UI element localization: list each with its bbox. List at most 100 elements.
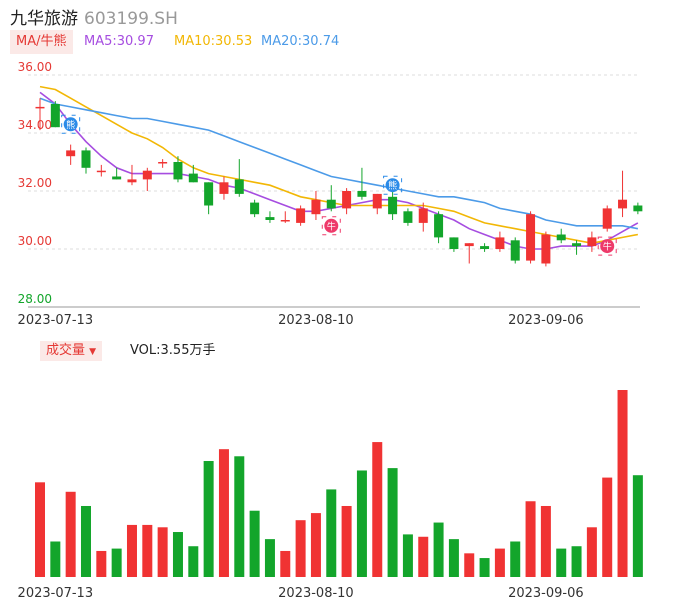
- volume-bar: [326, 489, 337, 577]
- candle-body: [434, 214, 444, 238]
- candle-body: [112, 176, 122, 180]
- volume-bar: [234, 456, 245, 577]
- volume-bar: [280, 550, 291, 577]
- volume-legend: 成交量 ▼ VOL:3.55万手: [0, 341, 686, 361]
- volume-bar: [479, 558, 490, 577]
- ma-line-ma20: [39, 97, 639, 230]
- ma5-label: MA5:30.97: [84, 34, 154, 49]
- volume-bar: [142, 524, 153, 577]
- volume-bar: [586, 527, 597, 577]
- candle-body: [449, 237, 459, 249]
- volume-toggle-button[interactable]: 成交量 ▼: [40, 341, 103, 361]
- x-tick-label: 2023-07-13: [18, 313, 94, 328]
- volume-bar: [525, 501, 536, 577]
- volume-bar: [188, 546, 199, 577]
- bull-marker-icon[interactable]: 牛: [597, 236, 617, 256]
- volume-bar: [126, 524, 137, 577]
- volume-bar: [172, 532, 183, 577]
- ma-line-ma10: [39, 85, 639, 245]
- svg-text:熊: 熊: [66, 119, 75, 131]
- candle-body: [602, 208, 612, 229]
- candle-body: [556, 234, 566, 241]
- volume-value-label: VOL:3.55万手: [130, 343, 216, 358]
- candle-body: [510, 240, 520, 261]
- ma10-label: MA10:30.53: [174, 34, 253, 49]
- ma20-label: MA20:30.74: [261, 34, 340, 49]
- volume-bar: [157, 527, 168, 577]
- volume-bar: [65, 491, 76, 577]
- candle-body: [464, 243, 474, 247]
- volume-bar: [632, 475, 643, 577]
- candle-body: [265, 217, 275, 220]
- candle-body: [618, 199, 628, 209]
- candle-body: [234, 179, 244, 194]
- volume-bar: [295, 520, 306, 577]
- y-tick-label: 34.00: [18, 118, 52, 132]
- candle-body: [204, 182, 214, 206]
- candle-body: [388, 196, 398, 215]
- candle-body: [480, 246, 490, 249]
- volume-bar: [35, 482, 45, 577]
- candle-body: [280, 220, 290, 222]
- ma-line-ma5: [39, 91, 639, 250]
- chevron-down-icon: ▼: [89, 347, 97, 357]
- candle-body: [587, 237, 597, 247]
- candle-body: [219, 182, 229, 194]
- x-tick-label: 2023-09-06: [508, 313, 584, 328]
- volume-bar: [111, 548, 122, 577]
- volume-bar: [464, 553, 475, 577]
- volume-bar: [203, 461, 214, 577]
- volume-bar: [387, 468, 398, 577]
- bear-marker-icon[interactable]: 熊: [383, 175, 403, 195]
- y-tick-label: 30.00: [18, 234, 52, 248]
- candle-body: [250, 202, 260, 215]
- candle-body: [127, 179, 137, 183]
- volume-bar: [218, 449, 229, 577]
- svg-text:牛: 牛: [603, 241, 612, 253]
- stock-name: 九华旅游: [10, 9, 78, 29]
- volume-bar: [264, 539, 275, 577]
- candle-body: [188, 173, 198, 183]
- volume-bar: [341, 505, 352, 577]
- candle-body: [572, 243, 582, 247]
- candle-body: [296, 208, 306, 223]
- candle-body: [526, 214, 536, 261]
- volume-bar: [50, 541, 61, 577]
- volume-bar: [433, 522, 444, 577]
- volume-bar: [356, 470, 367, 577]
- svg-text:熊: 熊: [388, 180, 397, 192]
- x-tick-label: 2023-08-10: [278, 313, 354, 328]
- candle-body: [342, 191, 352, 209]
- candle-body: [403, 211, 413, 223]
- volume-bar: [602, 477, 613, 577]
- x-tick-label: 2023-07-13: [18, 586, 94, 601]
- candle-body: [311, 199, 321, 215]
- y-tick-label: 36.00: [18, 60, 52, 74]
- candle-body: [66, 150, 76, 157]
- volume-bar: [617, 390, 628, 577]
- candle-body: [372, 193, 382, 209]
- candle-body: [35, 106, 45, 109]
- volume-bar: [96, 550, 107, 577]
- stock-title: 九华旅游 603199.SH: [10, 4, 178, 29]
- ma-toggle-button[interactable]: MA/牛熊: [10, 30, 73, 54]
- y-tick-label: 32.00: [18, 176, 52, 190]
- candle-body: [96, 170, 106, 173]
- candle-body: [495, 237, 505, 249]
- candle-body: [418, 208, 428, 223]
- volume-bar: [372, 442, 383, 577]
- volume-bar: [80, 505, 91, 577]
- x-tick-label: 2023-09-06: [508, 586, 584, 601]
- candle-body: [50, 104, 60, 128]
- ma-legend: MA/牛熊 MA5:30.97 MA10:30.53 MA20:30.74: [0, 30, 686, 54]
- volume-bar: [310, 513, 321, 577]
- stock-code: 603199.SH: [84, 9, 178, 29]
- candle-body: [326, 199, 336, 209]
- bull-marker-icon[interactable]: 牛: [321, 216, 341, 236]
- volume-bar: [510, 541, 521, 577]
- bear-marker-icon[interactable]: 熊: [61, 114, 81, 134]
- svg-text:牛: 牛: [327, 220, 336, 232]
- volume-bar: [571, 546, 582, 577]
- volume-bar: [540, 505, 551, 577]
- candle-body: [158, 162, 168, 164]
